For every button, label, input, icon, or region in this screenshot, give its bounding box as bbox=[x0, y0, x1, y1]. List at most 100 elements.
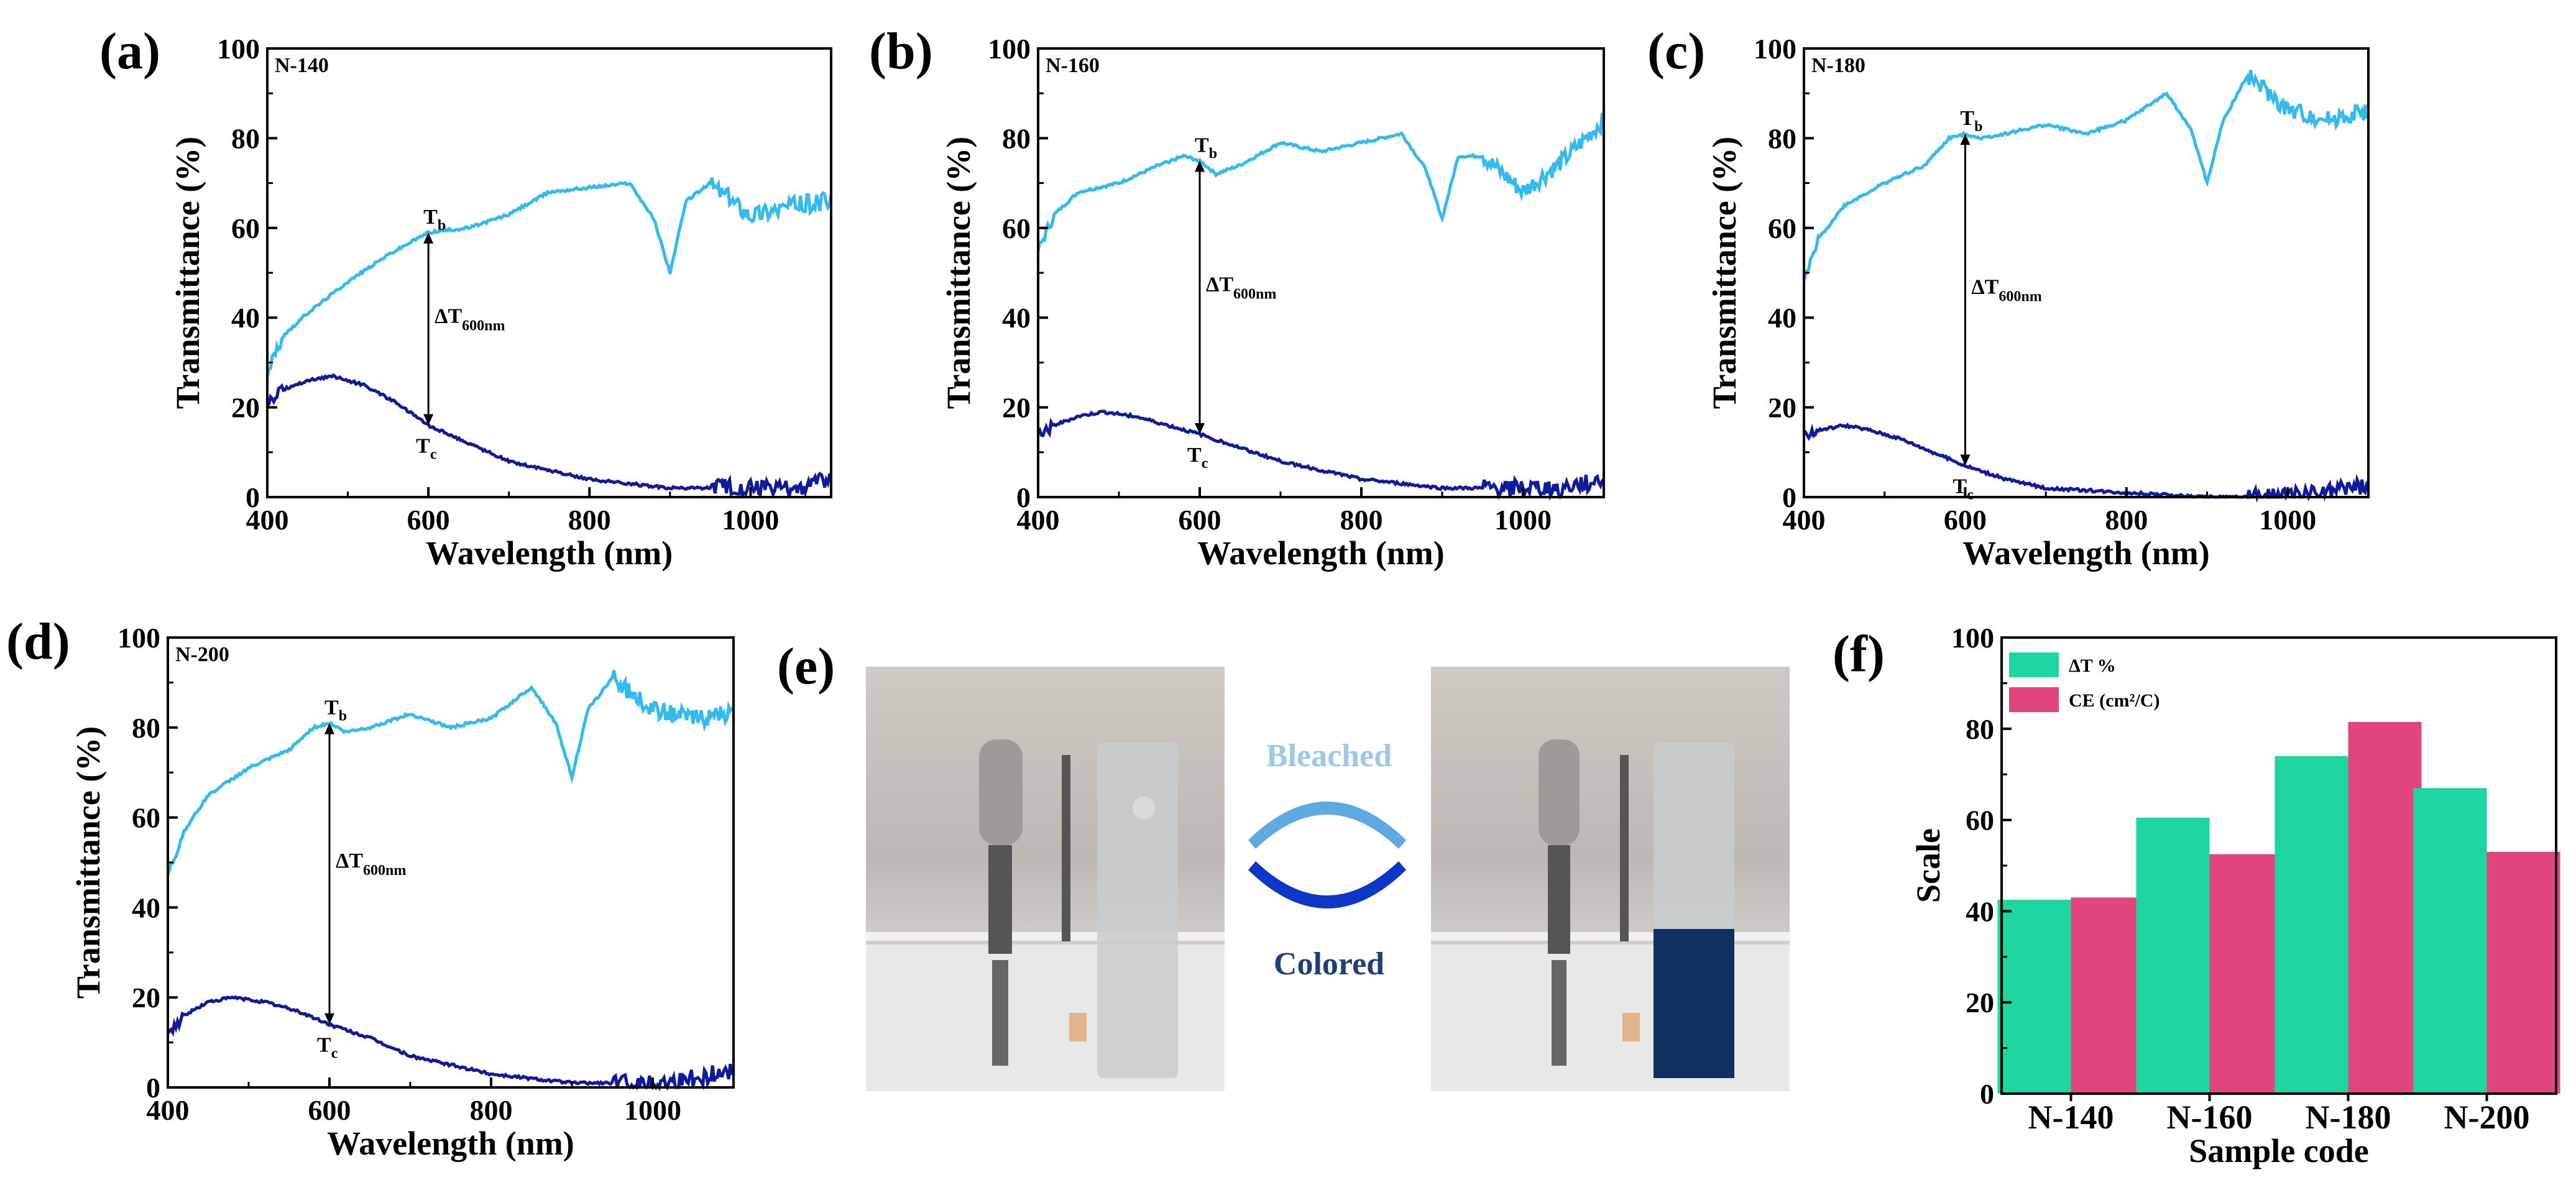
y-tick-label: 20 bbox=[231, 392, 260, 424]
delta-t-arrowhead-bottom bbox=[324, 1013, 334, 1025]
tb-subscript: b bbox=[1209, 146, 1217, 162]
delta-t-arrowhead-bottom bbox=[423, 414, 434, 426]
ce-bar bbox=[2486, 851, 2560, 1094]
y-tick-label: 20 bbox=[1966, 987, 1994, 1018]
bleached-label: Bleached bbox=[1266, 738, 1392, 774]
x-axis-label: Wavelength (nm) bbox=[426, 534, 673, 572]
tc-subscript: c bbox=[1967, 487, 1974, 503]
y-tick-label: 40 bbox=[1002, 302, 1031, 334]
tc-subscript: c bbox=[331, 1046, 338, 1062]
y-tick-label: 0 bbox=[1980, 1078, 1994, 1110]
panel-a-transmittance-chart: (a) N-140 400 600 800 1000 0 20 40 60 80 100 Wavelen… bbox=[99, 22, 833, 572]
delta-t-bar bbox=[2136, 817, 2210, 1094]
y-tick-label: 20 bbox=[1768, 392, 1796, 424]
x-tick-label: 1000 bbox=[624, 1094, 681, 1126]
y-tick-label: 100 bbox=[1951, 622, 1994, 654]
bleached-device-photo bbox=[866, 667, 1225, 1091]
y-tick-label: 0 bbox=[246, 482, 260, 513]
y-tick-label: 80 bbox=[1002, 122, 1031, 154]
x-tick-label: 400 bbox=[246, 504, 289, 536]
y-tick-label: 100 bbox=[217, 33, 260, 65]
delta-t-subscript: 600nm bbox=[1999, 288, 2041, 304]
x-axis-label: Sample code bbox=[2189, 1132, 2369, 1169]
delta-t-bar bbox=[2275, 756, 2348, 1094]
x-tick-label: 400 bbox=[1783, 504, 1826, 536]
delta-t-arrowhead-top bbox=[1195, 160, 1205, 172]
x-tick-label: 600 bbox=[1944, 504, 1987, 536]
x-tick-label: 800 bbox=[2105, 504, 2148, 536]
panel-label: (b) bbox=[869, 22, 933, 80]
colored-curve bbox=[1037, 409, 1605, 501]
delta-t-arrowhead-bottom bbox=[1960, 454, 1971, 466]
x-tick-label: 1000 bbox=[1494, 504, 1552, 536]
y-axis-label: Transmittance (%) bbox=[169, 137, 206, 409]
ce-bar bbox=[2348, 721, 2422, 1094]
colored-curve bbox=[166, 995, 735, 1092]
tb-subscript: b bbox=[1974, 119, 1982, 135]
sample-name: N-140 bbox=[275, 54, 329, 77]
x-category-label: N-180 bbox=[2306, 1099, 2391, 1136]
panel-e-label: (e) bbox=[777, 638, 835, 695]
tb-subscript: b bbox=[339, 708, 347, 725]
x-tick-label: 800 bbox=[1340, 504, 1383, 536]
x-axis-label: Wavelength (nm) bbox=[1962, 534, 2210, 572]
delta-t-arrowhead-bottom bbox=[1195, 423, 1205, 434]
legend-swatch bbox=[2009, 687, 2059, 712]
plot-frame bbox=[266, 47, 832, 498]
panel-b-transmittance-chart: (b) N-160 400 600 800 1000 0 20 40 60 80 100 Wavelen… bbox=[869, 22, 1606, 572]
tb-subscript: b bbox=[438, 217, 446, 234]
bleached-film-icon bbox=[1248, 802, 1406, 849]
panel-c-transmittance-chart: (c) N-180 400 600 800 1000 0 20 40 60 80 100 Wavelen… bbox=[1647, 22, 2370, 572]
tc-label: Tc bbox=[416, 434, 437, 462]
sample-name: N-180 bbox=[1811, 54, 1865, 77]
x-category-label: N-140 bbox=[2028, 1099, 2114, 1136]
ce-bar bbox=[2209, 854, 2283, 1094]
colored-curve bbox=[1803, 422, 2370, 503]
tc-label: Tc bbox=[317, 1034, 338, 1062]
tb-label: Tb bbox=[1960, 107, 1982, 135]
y-tick-label: 20 bbox=[1002, 392, 1031, 424]
y-tick-label: 80 bbox=[231, 122, 260, 154]
sample-name: N-160 bbox=[1046, 54, 1100, 77]
delta-t-label: ΔT600nm bbox=[1971, 275, 2041, 304]
legend-label: CE (cm²/C) bbox=[2069, 690, 2160, 711]
bleached-curve bbox=[1802, 70, 2370, 281]
delta-t-arrowhead-top bbox=[1960, 134, 1971, 145]
bleached-curve bbox=[166, 670, 735, 875]
colored-device-photo bbox=[1431, 667, 1790, 1091]
panel-label: (c) bbox=[1647, 22, 1705, 80]
plot-frame bbox=[1803, 47, 2370, 498]
panel-label: (f) bbox=[1833, 625, 1885, 683]
x-tick-label: 800 bbox=[568, 504, 611, 536]
colored-curve bbox=[266, 373, 832, 500]
plot-frame bbox=[167, 636, 735, 1089]
y-tick-label: 60 bbox=[1002, 213, 1031, 244]
tc-label: Tc bbox=[1187, 444, 1208, 472]
y-axis-label: Transmittance (%) bbox=[70, 726, 107, 999]
x-category-label: N-200 bbox=[2444, 1099, 2530, 1136]
panel-label: (d) bbox=[6, 613, 70, 670]
y-axis-label: Transmittance (%) bbox=[940, 137, 977, 409]
sample-name: N-200 bbox=[175, 643, 229, 666]
y-axis-label: Transmittance (%) bbox=[1706, 137, 1743, 409]
tc-subscript: c bbox=[1202, 455, 1208, 472]
x-tick-label: 1000 bbox=[2259, 504, 2316, 536]
tb-label: Tb bbox=[1195, 134, 1217, 162]
y-tick-label: 40 bbox=[1966, 895, 1994, 927]
colored-film bbox=[1654, 929, 1734, 1078]
y-tick-label: 20 bbox=[132, 982, 160, 1013]
delta-t-label: ΔT600nm bbox=[1206, 273, 1276, 303]
y-tick-label: 40 bbox=[1768, 302, 1796, 334]
x-tick-label: 400 bbox=[1017, 504, 1060, 536]
delta-t-arrowhead-top bbox=[423, 232, 434, 244]
y-tick-label: 80 bbox=[132, 712, 160, 744]
delta-t-bar bbox=[1997, 900, 2071, 1094]
legend-label: ΔT % bbox=[2069, 656, 2116, 676]
tb-label: Tb bbox=[324, 697, 347, 725]
y-tick-label: 0 bbox=[1016, 482, 1031, 513]
y-tick-label: 80 bbox=[1768, 122, 1796, 154]
delta-t-label: ΔT600nm bbox=[336, 849, 406, 879]
y-tick-label: 0 bbox=[146, 1072, 160, 1104]
delta-t-subscript: 600nm bbox=[462, 318, 505, 334]
delta-t-subscript: 600nm bbox=[1233, 286, 1276, 303]
